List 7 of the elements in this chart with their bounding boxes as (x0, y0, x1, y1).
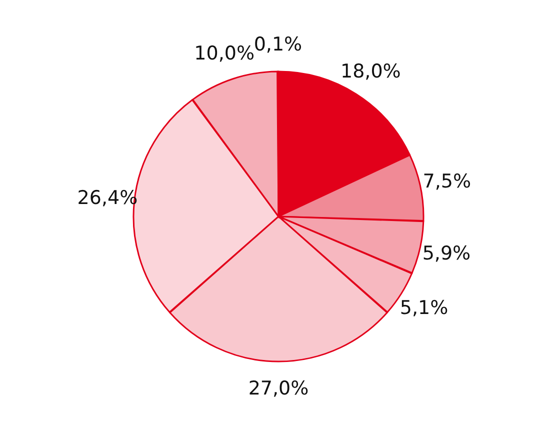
data-label: 5,9% (422, 242, 471, 264)
data-label: 5,1% (400, 297, 448, 320)
data-label: 0,1% (254, 34, 302, 56)
data-label: 27,0% (248, 378, 309, 400)
data-label: 10,0% (194, 42, 254, 64)
data-label: 7,5% (422, 170, 472, 193)
data-label: 18,0% (340, 60, 401, 82)
